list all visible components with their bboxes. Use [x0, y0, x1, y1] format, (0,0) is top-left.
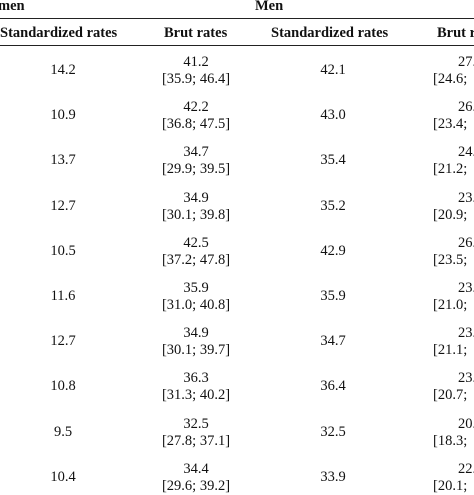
- men-standardized-rate: 33.9: [320, 468, 346, 485]
- women-standardized-rate: 9.5: [53, 423, 73, 440]
- women-standardized-rate: 10.4: [50, 468, 76, 485]
- men-standardized-header: Standardized rates: [271, 25, 389, 41]
- women-standardized-rate: 12.7: [50, 197, 76, 214]
- men-brut-ci: [20.1;: [433, 477, 468, 494]
- women-brut-rate: 42.2: [183, 99, 209, 116]
- men-standardized-rate: 35.2: [320, 197, 346, 214]
- women-standardized-rate: 13.7: [50, 152, 76, 169]
- men-brut-ci: [21.2;: [433, 161, 468, 178]
- men-standardized-rate: 35.9: [320, 288, 346, 304]
- women-brut-ci: [29.9; 39.5]: [161, 161, 231, 178]
- women-brut-ci: [37.2; 47.8]: [161, 251, 231, 268]
- women-brut-header: Brut rates: [164, 25, 228, 41]
- women-standardized-rate: 12.7: [50, 333, 76, 350]
- women-standardized-rate: 10.8: [50, 378, 76, 395]
- women-brut-ci: [31.0; 40.8]: [161, 297, 231, 313]
- men-standardized-rate: 42.9: [320, 242, 346, 259]
- men-brut-rate: 23.: [458, 280, 474, 296]
- men-brut-rate: 23.: [458, 189, 474, 206]
- women-brut-rate: 42.5: [183, 234, 209, 251]
- women-brut-rate: 34.7: [183, 144, 209, 161]
- women-brut-rate: 41.2: [183, 54, 209, 70]
- men-group-header: Men: [255, 0, 284, 14]
- women-brut-rate: 34.9: [183, 325, 209, 342]
- women-brut-rate: 34.4: [183, 460, 209, 477]
- men-standardized-rate: 43.0: [320, 107, 346, 124]
- men-brut-ci: [24.6;: [433, 71, 468, 87]
- women-standardized-rate: 10.5: [50, 242, 76, 259]
- men-brut-ci: [21.0;: [433, 297, 468, 313]
- men-brut-rate: 23.: [458, 370, 474, 387]
- women-group-header: men: [0, 0, 25, 14]
- women-brut-rate: 34.9: [183, 189, 209, 206]
- women-brut-ci: [30.1; 39.8]: [161, 206, 231, 223]
- women-standardized-header: Standardized rates: [0, 25, 118, 41]
- men-brut-rate: 27.: [458, 54, 474, 70]
- men-brut-ci: [21.1;: [433, 342, 468, 359]
- men-standardized-rate: 42.1: [320, 62, 346, 78]
- women-standardized-rate: 11.6: [50, 288, 76, 304]
- men-brut-header: Brut r: [437, 25, 474, 41]
- men-brut-ci: [20.7;: [433, 387, 468, 404]
- men-standardized-rate: 36.4: [320, 378, 346, 395]
- women-brut-rate: 35.9: [183, 280, 209, 296]
- men-brut-rate: 23.: [458, 325, 474, 342]
- men-brut-ci: [23.5;: [433, 251, 468, 268]
- men-standardized-rate: 34.7: [320, 333, 346, 350]
- group-header-rule: [0, 18, 474, 19]
- men-brut-ci: [23.4;: [433, 116, 468, 133]
- men-brut-rate: 24.: [458, 144, 474, 161]
- men-standardized-rate: 32.5: [320, 423, 346, 440]
- men-standardized-rate: 35.4: [320, 152, 346, 169]
- women-brut-ci: [29.6; 39.2]: [161, 477, 231, 494]
- women-brut-ci: [27.8; 37.1]: [161, 432, 231, 449]
- men-brut-rate: 20.: [458, 415, 474, 432]
- men-brut-ci: [18.3;: [433, 432, 468, 449]
- column-header-rule: [0, 45, 474, 46]
- women-brut-ci: [30.1; 39.7]: [161, 342, 231, 359]
- women-brut-ci: [35.9; 46.4]: [161, 71, 231, 87]
- men-brut-rate: 22.: [458, 460, 474, 477]
- women-brut-rate: 32.5: [183, 415, 209, 432]
- women-brut-ci: [31.3; 40.2]: [161, 387, 231, 404]
- men-brut-ci: [20.9;: [433, 206, 468, 223]
- men-brut-rate: 26.: [458, 234, 474, 251]
- women-brut-ci: [36.8; 47.5]: [161, 116, 231, 133]
- women-brut-rate: 36.3: [183, 370, 209, 387]
- women-standardized-rate: 10.9: [50, 107, 76, 124]
- women-standardized-rate: 14.2: [50, 62, 76, 78]
- men-brut-rate: 26.: [458, 99, 474, 116]
